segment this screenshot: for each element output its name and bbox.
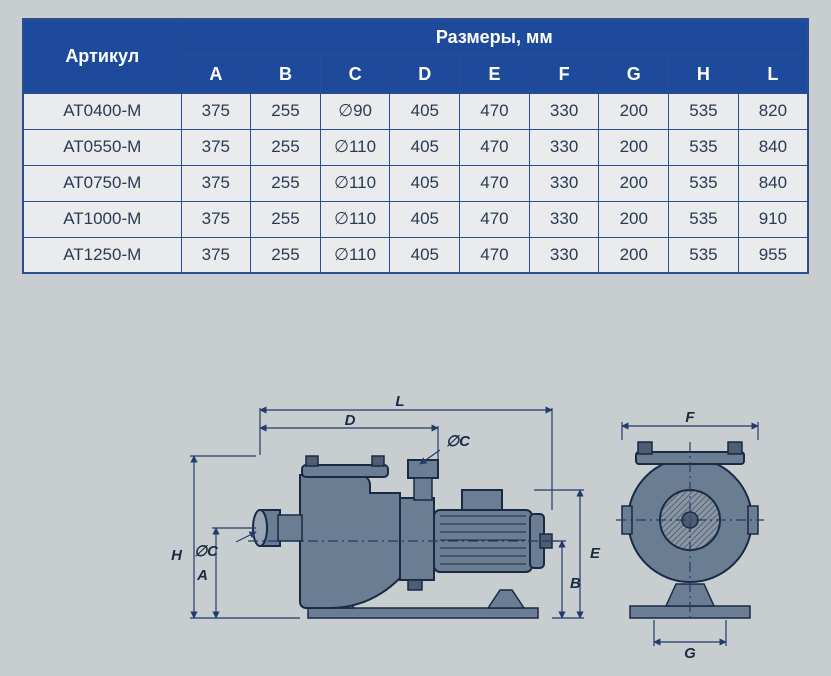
- cell: ∅90: [320, 93, 390, 129]
- table-head: Артикул Размеры, мм A B C D E F G H L: [23, 19, 808, 93]
- header-article: Артикул: [23, 19, 181, 93]
- cell: 535: [669, 93, 739, 129]
- cell: ∅110: [320, 201, 390, 237]
- table-row: AT0400-M 375 255 ∅90 405 470 330 200 535…: [23, 93, 808, 129]
- cell: 375: [181, 165, 251, 201]
- cell: 330: [529, 129, 599, 165]
- cell: ∅110: [320, 129, 390, 165]
- cell: 255: [251, 93, 321, 129]
- label-F: F: [685, 409, 695, 426]
- label-A: A: [196, 567, 208, 584]
- table-row: AT0750-M 375 255 ∅110 405 470 330 200 53…: [23, 165, 808, 201]
- cell: 375: [181, 201, 251, 237]
- cell-article: AT0550-M: [23, 129, 181, 165]
- cell: 200: [599, 201, 669, 237]
- cell: 255: [251, 129, 321, 165]
- cell: 330: [529, 165, 599, 201]
- cell: 200: [599, 165, 669, 201]
- table-row: AT1250-M 375 255 ∅110 405 470 330 200 53…: [23, 237, 808, 273]
- cell: 820: [738, 93, 808, 129]
- col-A: A: [181, 55, 251, 93]
- label-H: H: [171, 547, 183, 564]
- label-OC-left: ∅C: [194, 543, 219, 560]
- cell: 375: [181, 93, 251, 129]
- label-B: B: [570, 575, 581, 592]
- cell: 200: [599, 237, 669, 273]
- cell: 470: [460, 165, 530, 201]
- cell: 200: [599, 93, 669, 129]
- cell-article: AT1000-M: [23, 201, 181, 237]
- front-view: F G: [616, 409, 764, 662]
- cell: 840: [738, 165, 808, 201]
- cell: 910: [738, 201, 808, 237]
- label-E: E: [590, 545, 601, 562]
- table-row: AT1000-M 375 255 ∅110 405 470 330 200 53…: [23, 201, 808, 237]
- label-G: G: [684, 645, 696, 662]
- cell: 535: [669, 165, 739, 201]
- cell: 470: [460, 201, 530, 237]
- label-OC-top: ∅C: [446, 433, 471, 450]
- cell: 375: [181, 129, 251, 165]
- cell: 470: [460, 129, 530, 165]
- cell: 955: [738, 237, 808, 273]
- col-H: H: [669, 55, 739, 93]
- cell: 330: [529, 237, 599, 273]
- cell: 470: [460, 93, 530, 129]
- cell: 405: [390, 237, 460, 273]
- side-view: L D ∅C H A ∅C E B: [171, 393, 601, 618]
- cell: 405: [390, 165, 460, 201]
- col-L: L: [738, 55, 808, 93]
- col-D: D: [390, 55, 460, 93]
- col-B: B: [251, 55, 321, 93]
- cell: 840: [738, 129, 808, 165]
- cell: 375: [181, 237, 251, 273]
- col-E: E: [460, 55, 530, 93]
- cell: 405: [390, 201, 460, 237]
- cell: 255: [251, 201, 321, 237]
- header-dimensions: Размеры, мм: [181, 19, 808, 55]
- cell: 330: [529, 201, 599, 237]
- col-C: C: [320, 55, 390, 93]
- cell: 405: [390, 129, 460, 165]
- dimensions-table: Артикул Размеры, мм A B C D E F G H L AT…: [22, 18, 809, 274]
- cell: 535: [669, 129, 739, 165]
- cell: 255: [251, 237, 321, 273]
- cell-article: AT0750-M: [23, 165, 181, 201]
- cell: ∅110: [320, 165, 390, 201]
- label-D: D: [345, 412, 356, 429]
- col-G: G: [599, 55, 669, 93]
- pump-diagram: L D ∅C H A ∅C E B: [0, 310, 831, 670]
- cell: 255: [251, 165, 321, 201]
- cell: 200: [599, 129, 669, 165]
- table-row: AT0550-M 375 255 ∅110 405 470 330 200 53…: [23, 129, 808, 165]
- table-body: AT0400-M 375 255 ∅90 405 470 330 200 535…: [23, 93, 808, 273]
- cell-article: AT1250-M: [23, 237, 181, 273]
- cell: 330: [529, 93, 599, 129]
- cell-article: AT0400-M: [23, 93, 181, 129]
- cell: 535: [669, 201, 739, 237]
- cell: 470: [460, 237, 530, 273]
- cell: ∅110: [320, 237, 390, 273]
- label-L: L: [395, 393, 404, 410]
- cell: 405: [390, 93, 460, 129]
- col-F: F: [529, 55, 599, 93]
- page: Артикул Размеры, мм A B C D E F G H L AT…: [0, 0, 831, 676]
- cell: 535: [669, 237, 739, 273]
